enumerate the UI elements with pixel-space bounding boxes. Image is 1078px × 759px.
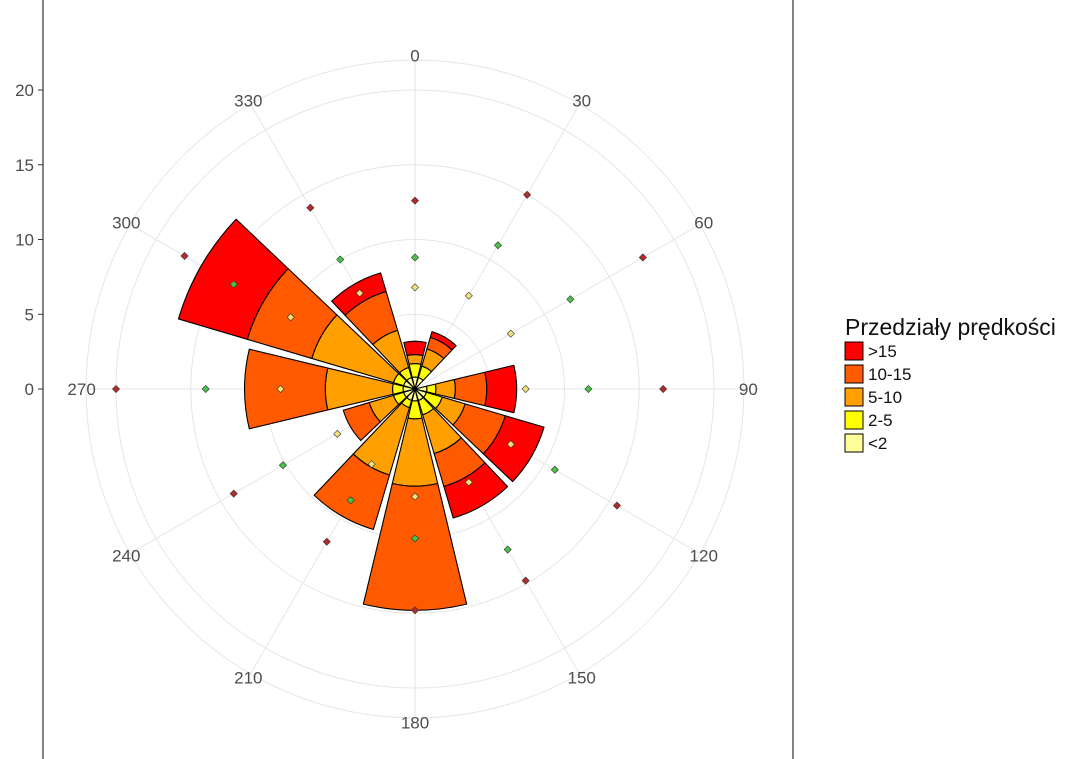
point-330-5-10 — [355, 289, 364, 298]
point-300->15 — [180, 251, 189, 260]
point-210->15 — [322, 537, 331, 546]
point-90-5-10 — [521, 384, 530, 394]
point-120-5-10 — [506, 440, 515, 449]
sector-120-level-4 — [482, 415, 545, 483]
angle-label-150: 150 — [568, 669, 596, 688]
legend-swatch — [844, 410, 864, 430]
point-180-10-15 — [410, 534, 420, 543]
legend-label: 5-10 — [868, 388, 902, 407]
point-330->15 — [306, 203, 315, 212]
point-270-10-15 — [201, 384, 210, 394]
sector-270-level-3 — [244, 348, 329, 430]
point-270->15 — [111, 384, 121, 394]
sector-210-level-3 — [313, 453, 391, 531]
sector-150-level-4 — [443, 462, 509, 519]
point-120-10-15 — [550, 465, 559, 474]
legend-swatch — [844, 364, 864, 384]
point-300-5-10 — [286, 313, 295, 322]
point-150->15 — [521, 576, 530, 585]
point-30-10-15 — [493, 241, 502, 250]
point-60->15 — [638, 253, 647, 262]
legend: Przedziały prędkości >15 10-15 5-10 2-5 <2 — [844, 314, 1056, 453]
angle-label-120: 120 — [690, 547, 718, 566]
point-90->15 — [659, 384, 668, 394]
legend-label: 10-15 — [868, 365, 911, 384]
angle-label-270: 270 — [67, 380, 95, 399]
sector-90-level-3 — [453, 371, 488, 407]
point-0-5-10 — [410, 283, 420, 292]
point-120->15 — [612, 501, 621, 510]
angle-label-330: 330 — [234, 91, 262, 110]
r-axis-tick-label: 20 — [15, 81, 34, 100]
point-180-5-10 — [410, 492, 420, 501]
legend-label: <2 — [868, 434, 887, 453]
point-60-10-15 — [566, 295, 575, 304]
point-270-5-10 — [276, 384, 285, 394]
radial-axis: 0 5 10 15 20 — [15, 0, 794, 759]
sector-90-level-4 — [484, 364, 518, 414]
point-30-5-10 — [464, 291, 473, 300]
point-330-10-15 — [336, 255, 345, 264]
angle-labels: 0 30 60 90 120 150 180 210 240 270 300 330 — [67, 47, 757, 733]
point-150-10-15 — [503, 545, 512, 554]
sector-240-level-3 — [342, 402, 381, 442]
angle-label-240: 240 — [112, 547, 140, 566]
legend-title: Przedziały prędkości — [845, 314, 1056, 340]
point-60-5-10 — [506, 329, 515, 338]
point-150-5-10 — [464, 478, 473, 487]
sector-0-level-4 — [403, 340, 427, 357]
data-points — [111, 190, 668, 615]
point-240-5-10 — [333, 429, 342, 438]
r-axis-tick-label: 10 — [15, 231, 34, 250]
angle-label-300: 300 — [112, 213, 140, 232]
sector-0-level-2 — [406, 354, 424, 365]
point-0->15 — [410, 196, 420, 205]
legend-label: 2-5 — [868, 411, 893, 430]
r-axis-tick-label: 15 — [15, 156, 34, 175]
angle-label-0: 0 — [410, 47, 419, 66]
point-180->15 — [410, 606, 420, 615]
sector-30-level-4 — [429, 331, 457, 351]
grid-spoke — [414, 224, 701, 390]
point-0-10-15 — [410, 253, 420, 262]
angle-label-210: 210 — [234, 669, 262, 688]
angle-label-180: 180 — [401, 713, 429, 732]
legend-swatch — [844, 341, 864, 361]
point-240->15 — [229, 489, 238, 498]
point-240-10-15 — [278, 461, 287, 470]
r-axis-tick-label: 0 — [25, 380, 34, 399]
legend-label: >15 — [868, 342, 897, 361]
angle-label-30: 30 — [572, 91, 591, 110]
angle-label-60: 60 — [694, 213, 713, 232]
legend-swatch — [844, 433, 864, 453]
sector-300-level-4 — [177, 218, 289, 340]
point-210-5-10 — [367, 460, 376, 469]
point-210-10-15 — [346, 496, 355, 505]
r-axis-tick-label: 5 — [25, 305, 34, 324]
sector-bars — [177, 218, 545, 611]
legend-swatch — [844, 387, 864, 407]
sector-180-level-3 — [362, 482, 468, 611]
point-300-10-15 — [229, 280, 238, 289]
angle-label-90: 90 — [739, 380, 758, 399]
point-90-10-15 — [584, 384, 593, 394]
point-30->15 — [523, 190, 532, 199]
